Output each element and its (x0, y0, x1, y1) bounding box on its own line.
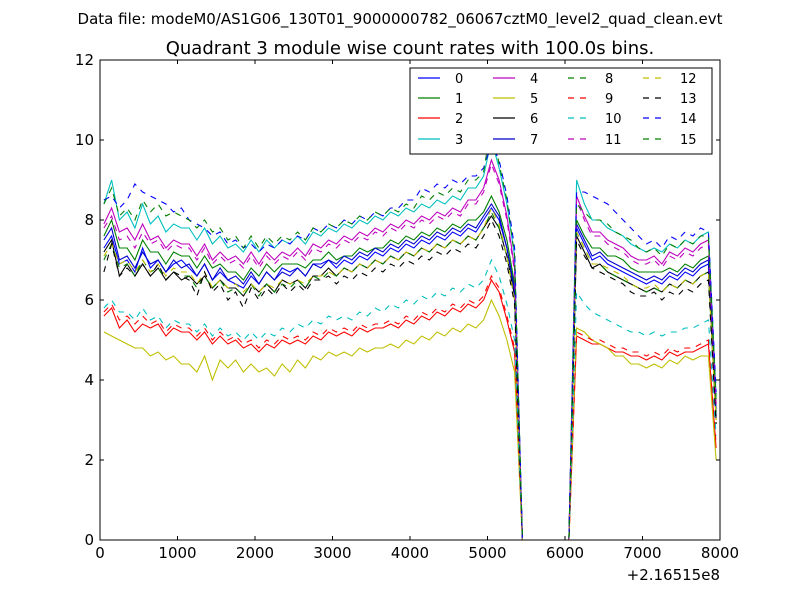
series-line-2 (103, 278, 717, 541)
y-tick-label: 12 (75, 51, 94, 69)
x-tick-label: 7000 (623, 544, 661, 562)
ticks-layer: 0 1000 2000 3000 4000 5000 6000 7000 80000246810… (75, 51, 739, 562)
x-tick-label: 3000 (313, 544, 351, 562)
x-tick-label: 5000 (468, 544, 506, 562)
x-tick-label: 4000 (391, 544, 429, 562)
series-line-8 (103, 210, 717, 541)
x-axis-offset-label: +2.16515e8 (627, 566, 720, 584)
legend-label-1: 1 (455, 92, 463, 107)
x-tick-label: 2000 (236, 544, 274, 562)
series-layer (103, 123, 717, 541)
x-tick-label: 8000 (701, 544, 739, 562)
y-tick-label: 0 (84, 531, 94, 549)
legend-label-4: 4 (530, 72, 538, 87)
legend-label-10: 10 (605, 112, 622, 127)
legend-frame (409, 67, 713, 155)
legend-label-5: 5 (530, 92, 538, 107)
y-tick-label: 8 (84, 211, 94, 229)
legend-label-2: 2 (455, 112, 463, 127)
series-line-4 (103, 158, 717, 541)
legend-label-3: 3 (455, 133, 463, 148)
series-line-9 (103, 274, 717, 541)
legend-label-7: 7 (530, 133, 538, 148)
legend-label-14: 14 (680, 112, 697, 127)
series-line-14 (103, 142, 717, 541)
y-tick-label: 6 (84, 291, 94, 309)
series-line-15 (103, 123, 717, 541)
legend-label-6: 6 (530, 112, 538, 127)
series-line-3 (103, 139, 717, 541)
y-tick-label: 2 (84, 451, 94, 469)
legend-label-15: 15 (680, 133, 697, 148)
series-line-13 (103, 218, 717, 541)
y-tick-label: 4 (84, 371, 94, 389)
figure-suptitle: Data file: modeM0/AS1G06_130T01_90000007… (78, 10, 723, 29)
series-line-7 (103, 202, 717, 541)
x-tick-label: 1000 (158, 544, 196, 562)
legend-label-0: 0 (455, 72, 463, 87)
series-line-10 (103, 258, 717, 541)
legend-label-9: 9 (605, 92, 613, 107)
y-tick-label: 10 (75, 131, 94, 149)
legend-label-13: 13 (680, 92, 697, 107)
x-tick-label: 6000 (546, 544, 584, 562)
chart-title: Quadrant 3 module wise count rates with … (166, 38, 655, 59)
legend-label-12: 12 (680, 72, 697, 87)
series-line-5 (103, 298, 717, 541)
series-line-1 (103, 194, 717, 541)
x-tick-label: 0 (95, 544, 105, 562)
legend-label-8: 8 (605, 72, 613, 87)
legend-label-11: 11 (605, 133, 622, 148)
